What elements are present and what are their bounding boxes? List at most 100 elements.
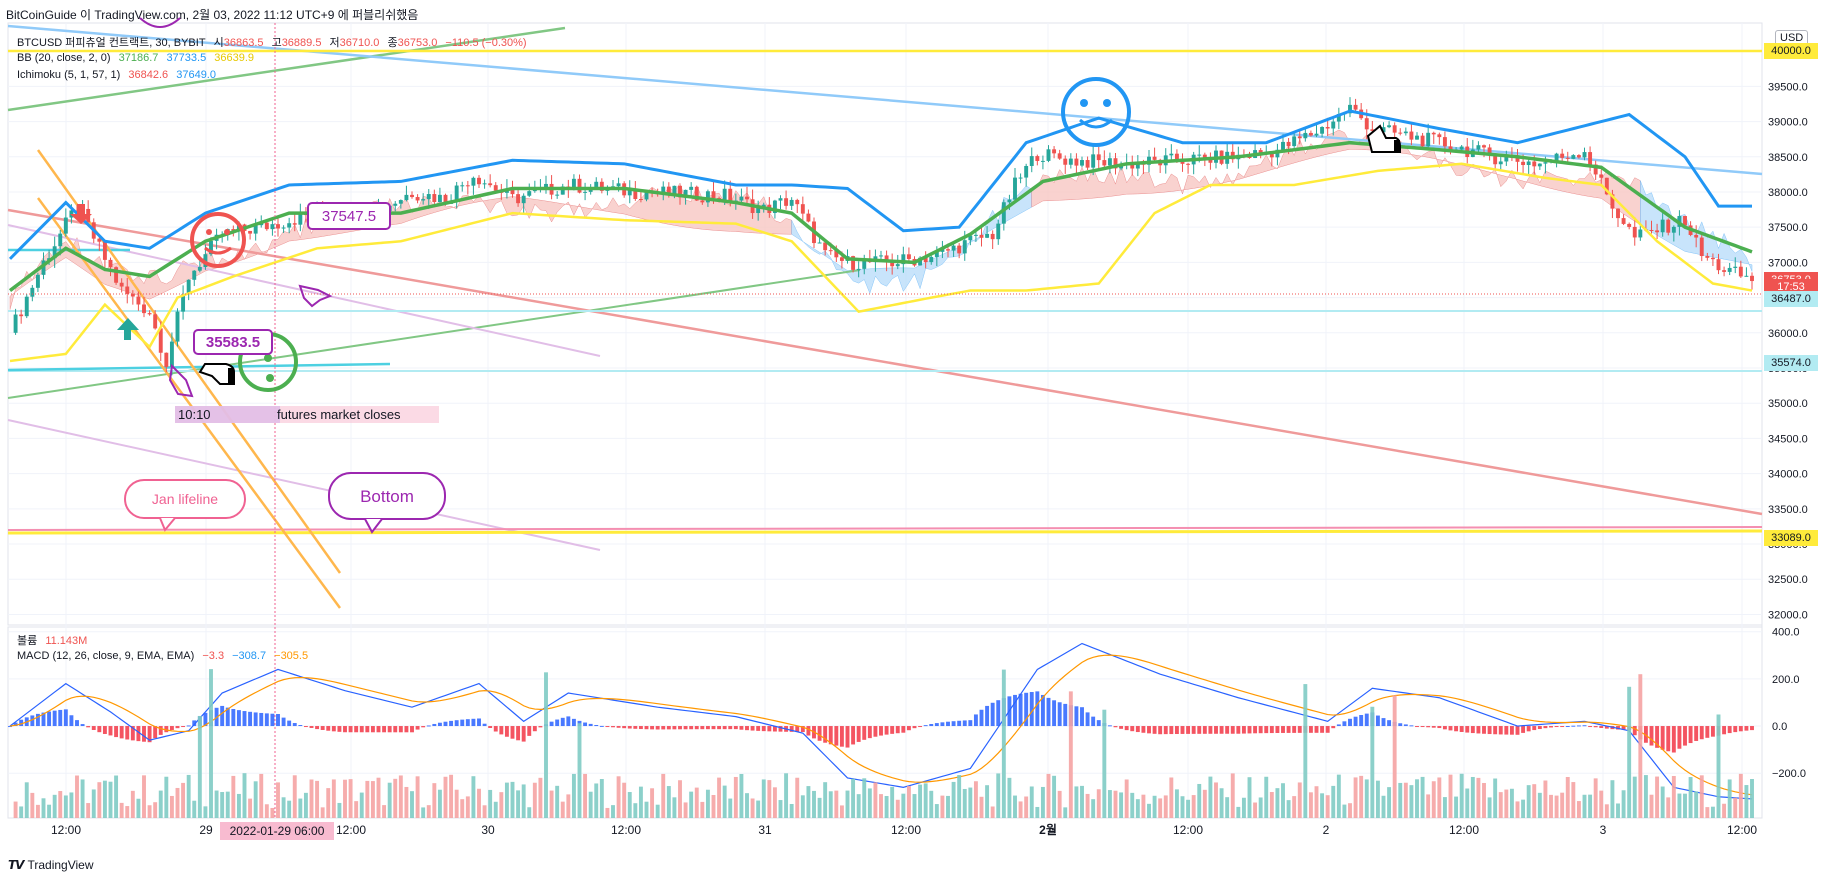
label-35583: 35583.5	[206, 334, 260, 351]
macd-hist-positive	[192, 720, 197, 727]
volume-bar	[1610, 780, 1615, 818]
macd-hist-negative	[700, 726, 705, 730]
macd-hist-negative	[622, 726, 627, 729]
macd-tick-label: 400.0	[1772, 627, 1800, 639]
macd-hist-positive	[1387, 720, 1392, 727]
macd-hist-positive	[1398, 723, 1403, 727]
candle-up	[722, 188, 727, 200]
macd-hist-positive	[1342, 721, 1347, 727]
volume-bar	[862, 778, 867, 818]
candle-up	[393, 203, 398, 206]
macd-hist-negative	[666, 726, 671, 730]
volume-bar	[1415, 779, 1419, 818]
volume-bar	[1459, 773, 1464, 818]
macd-hist-positive	[1057, 702, 1062, 727]
macd-hist-negative	[867, 726, 872, 739]
macd-hist-negative	[1738, 726, 1743, 732]
macd-hist-negative	[728, 726, 733, 730]
candle-down	[806, 213, 811, 222]
volume-bar	[772, 787, 777, 818]
macd-hist-negative	[1214, 726, 1218, 734]
candle-down	[728, 188, 733, 202]
candle-up	[253, 225, 258, 234]
volume-bar	[1515, 801, 1520, 818]
volume-bar	[588, 791, 593, 818]
volume-bar	[1409, 785, 1414, 818]
macd-hist-positive	[979, 709, 984, 727]
candle-down	[979, 234, 984, 238]
macd-hist-negative	[884, 726, 889, 735]
volume-bar	[828, 791, 833, 818]
volume-bar	[488, 789, 493, 818]
macd-hist-negative	[772, 726, 777, 732]
macd-hist-positive	[80, 724, 85, 727]
volume-bar	[867, 788, 872, 818]
candle-down	[1052, 149, 1057, 154]
candle-down	[1722, 270, 1727, 272]
candle-down	[1085, 160, 1090, 168]
ichimoku-label: Ichimoku (5, 1, 57, 1)	[17, 69, 121, 81]
macd-hist-negative	[91, 726, 96, 730]
candle-up	[1336, 113, 1341, 122]
macd-hist-negative	[655, 726, 660, 730]
candle-down	[1258, 150, 1263, 154]
macd-hist-negative	[398, 726, 403, 733]
volume-bar	[683, 802, 688, 818]
volume-legend[interactable]: 볼륨 11.143M	[17, 632, 92, 648]
bb-legend[interactable]: BB (20, close, 2, 0) 37186.7 37733.5 366…	[17, 52, 259, 64]
candle-up	[778, 198, 783, 201]
volume-bar	[1091, 799, 1096, 818]
volume-bar	[1107, 790, 1112, 818]
candle-up	[1498, 161, 1503, 165]
macd-legend[interactable]: MACD (12, 26, close, 9, EMA, EMA) −3.3 −…	[17, 650, 313, 662]
macd-hist-positive	[583, 722, 588, 727]
symbol-legend[interactable]: BTCUSD 퍼피츄얼 컨트랙트, 30, BYBIT 시36863.5 고36…	[17, 34, 532, 50]
macd-hist-negative	[488, 726, 493, 729]
volume-bar	[315, 780, 320, 818]
volume-bar	[929, 790, 934, 818]
bollinger-bands	[8, 109, 1753, 363]
macd-axis[interactable]: 400.0 200.0 0.0 −200.0	[1772, 627, 1806, 780]
candle-up	[1348, 104, 1352, 114]
volume-bar	[426, 805, 431, 818]
candle-up	[1314, 133, 1319, 136]
macd-hist-positive	[929, 724, 934, 727]
candle-down	[119, 282, 124, 287]
candle-down	[410, 194, 414, 198]
macd-hist-positive	[1381, 718, 1386, 727]
currency-button[interactable]: USD	[1775, 30, 1809, 46]
volume-bar	[1158, 798, 1163, 818]
time-axis[interactable]: 12:00 29 12:00 30 12:00 31 12:00 2월 12:00 2 12:00 3…	[51, 822, 1757, 840]
candle-up	[1744, 275, 1749, 277]
volume-bar	[1666, 797, 1671, 818]
volume-bar	[1643, 775, 1648, 818]
macd-hist-negative	[1208, 726, 1213, 734]
volume-bar	[292, 775, 297, 818]
volume-bar	[147, 805, 152, 818]
macd-hist-negative	[1476, 726, 1481, 734]
candle-down	[694, 186, 699, 201]
candle-up	[672, 185, 677, 195]
volume-bar	[231, 775, 236, 818]
volume-bar	[1024, 796, 1029, 818]
volume-bar	[1348, 803, 1352, 818]
candle-down	[1325, 127, 1330, 129]
volume-bar	[1068, 691, 1073, 818]
candle-up	[30, 287, 35, 297]
macd-hist-negative	[1197, 726, 1202, 734]
candle-down	[1515, 157, 1520, 162]
macd-line-value: −308.7	[232, 650, 267, 662]
macd-hist-negative	[694, 726, 699, 730]
ichimoku-legend[interactable]: Ichimoku (5, 1, 57, 1) 36842.6 37649.0	[17, 69, 221, 81]
volume-bar	[516, 790, 521, 818]
volume-bar	[784, 773, 789, 818]
macd-hist-negative	[119, 726, 124, 739]
macd-hist-negative	[359, 726, 364, 733]
candle-down	[1297, 136, 1302, 139]
volume-bar	[1420, 776, 1425, 818]
volume-bar	[326, 788, 331, 818]
candle-up	[24, 296, 29, 317]
drawings: 37547.5 35583.5 10:10 futures market clo…	[70, 17, 1401, 534]
price-pane[interactable]	[7, 22, 1763, 626]
